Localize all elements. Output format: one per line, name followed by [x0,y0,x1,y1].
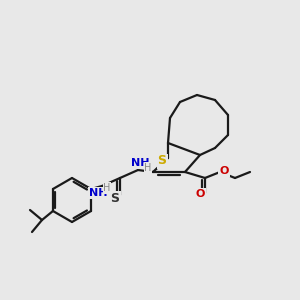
Text: O: O [195,189,205,199]
Text: S: S [158,154,166,167]
Text: O: O [219,166,229,176]
Text: H: H [103,183,111,193]
Text: NH: NH [89,188,107,198]
Text: H: H [144,163,152,173]
Text: S: S [110,191,119,205]
Text: NH: NH [131,158,149,168]
